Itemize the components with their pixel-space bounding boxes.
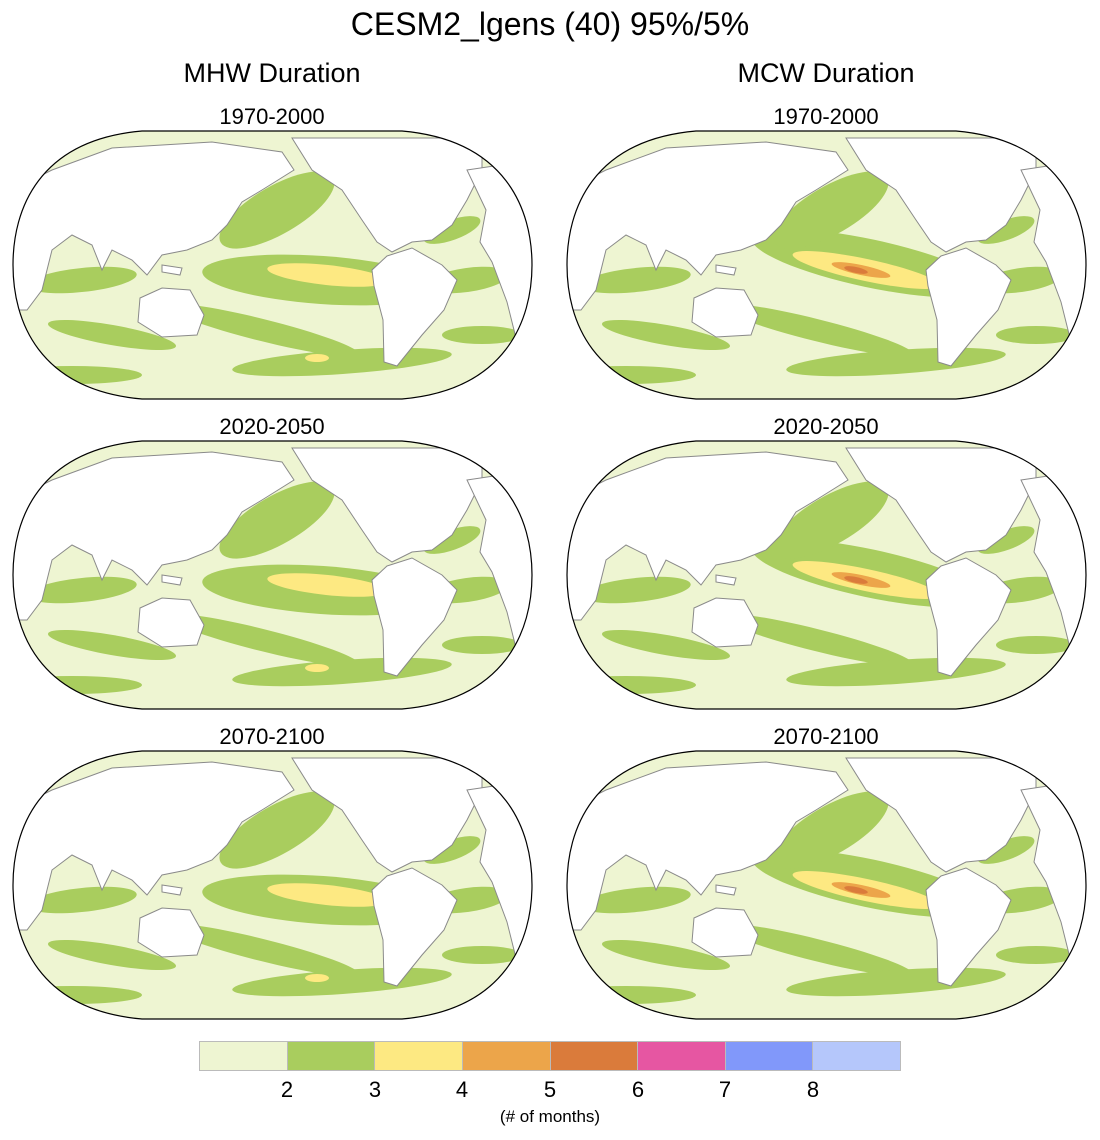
panel-title: 2070-2100	[219, 724, 325, 749]
robinson-map	[566, 440, 1087, 710]
map-panel	[566, 130, 1088, 402]
map-panel	[12, 750, 534, 1022]
colorbar-bin	[550, 1042, 639, 1070]
colorbar	[199, 1041, 901, 1071]
panel-title: 2020-2050	[773, 414, 879, 439]
map-panel	[566, 440, 1088, 712]
colorbar-bin	[813, 1042, 900, 1070]
colorbar-bin	[725, 1042, 814, 1070]
colorbar-bin	[462, 1042, 551, 1070]
colorbar-tick: 3	[368, 1077, 382, 1102]
colorbar-tick: 6	[631, 1077, 645, 1102]
robinson-map	[12, 750, 533, 1020]
colorbar-bin	[638, 1042, 726, 1070]
robinson-map	[12, 130, 533, 400]
column-header-mhw: MHW Duration	[183, 58, 361, 88]
panel-title: 1970-2000	[773, 104, 879, 129]
robinson-map	[12, 440, 533, 710]
duration-region-4-5	[267, 883, 387, 907]
robinson-map	[566, 750, 1087, 1020]
map-panel	[566, 750, 1088, 1022]
colorbar-bin	[375, 1042, 463, 1070]
figure-title: CESM2_lgens (40) 95%/5%	[350, 6, 750, 42]
colorbar-bin	[287, 1042, 376, 1070]
panel-title: 1970-2000	[219, 104, 325, 129]
robinson-map	[566, 130, 1087, 400]
duration-region-4-5	[267, 263, 387, 287]
colorbar-tick: 8	[806, 1077, 820, 1102]
column-header-mcw: MCW Duration	[737, 58, 915, 88]
duration-region-3-4	[567, 791, 1076, 1004]
panel-title: 2020-2050	[219, 414, 325, 439]
colorbar-tick: 5	[543, 1077, 557, 1102]
colorbar-bin	[200, 1042, 288, 1070]
colorbar-tick: 7	[718, 1077, 732, 1102]
colorbar-label: (# of months)	[499, 1107, 601, 1126]
map-panel	[12, 440, 534, 712]
panel-title: 2070-2100	[773, 724, 879, 749]
duration-region-4-5	[267, 573, 387, 597]
colorbar-tick: 2	[280, 1077, 294, 1102]
colorbar-tick: 4	[455, 1077, 469, 1102]
map-panel	[12, 130, 534, 402]
